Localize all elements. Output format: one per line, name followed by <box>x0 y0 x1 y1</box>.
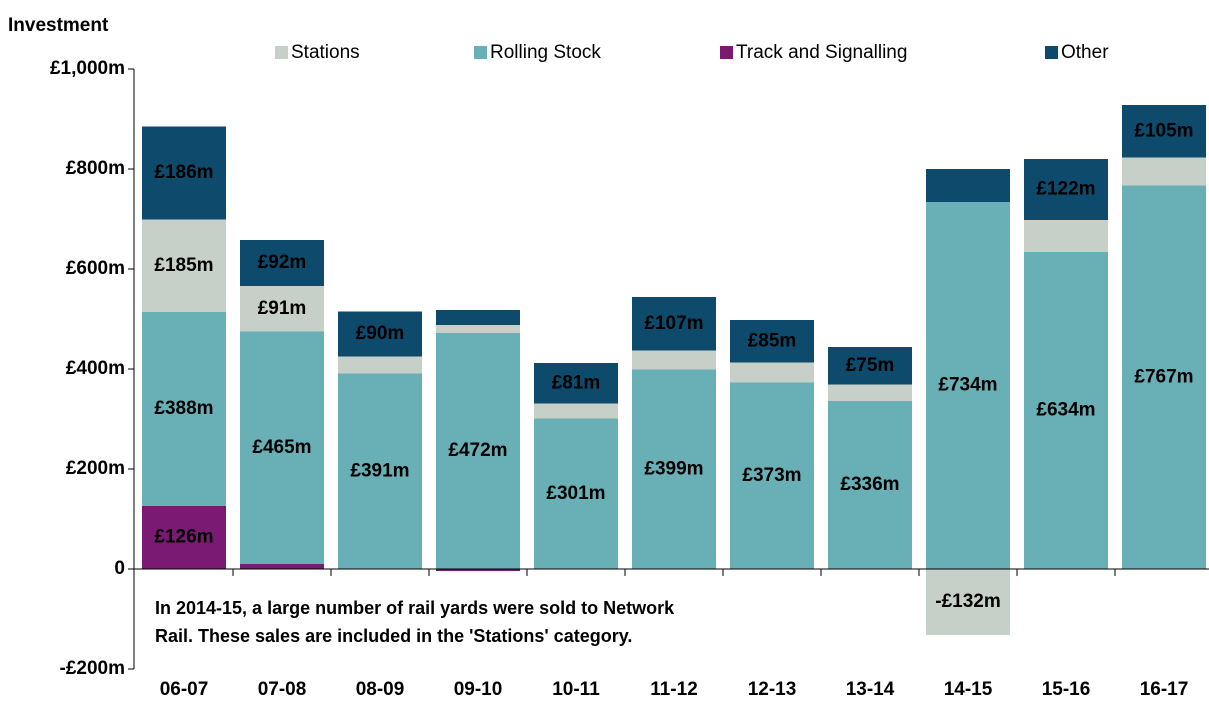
data-label: £399m <box>644 458 703 479</box>
x-tick-label: 08-09 <box>356 679 405 700</box>
x-tick-label: 15-16 <box>1042 679 1091 700</box>
data-label: £634m <box>1036 400 1095 421</box>
bar-segment <box>240 331 324 564</box>
bar-segment <box>1122 157 1206 186</box>
bar-segment <box>828 347 912 385</box>
bar-segment <box>828 401 912 569</box>
data-label: £122m <box>1036 179 1095 200</box>
y-tick-label: -£200m <box>60 658 126 679</box>
legend-swatch <box>275 46 288 59</box>
bar-segment <box>142 312 226 506</box>
bar-segment <box>338 356 422 374</box>
x-tick-label: 06-07 <box>160 679 209 700</box>
legend-swatch <box>1045 46 1058 59</box>
x-tick-label: 09-10 <box>454 679 503 700</box>
bar-segment <box>338 311 422 357</box>
y-tick-label: £400m <box>66 358 125 379</box>
bar-segment <box>534 363 618 404</box>
bar-segment <box>730 320 814 363</box>
bar-segment <box>632 369 716 569</box>
bar-segment <box>142 506 226 569</box>
data-label: £391m <box>350 460 409 481</box>
x-tick-label: 12-13 <box>748 679 797 700</box>
bar-segment <box>1024 252 1108 569</box>
annotation: Rail. These sales are included in the 'S… <box>155 626 632 646</box>
data-label: £90m <box>356 323 405 344</box>
data-label: £91m <box>258 298 307 319</box>
bar-segment <box>534 418 618 569</box>
bar-segment <box>338 373 422 569</box>
bar-segment <box>828 384 912 401</box>
annotation: In 2014-15, a large number of rail yards… <box>155 598 675 618</box>
bar-segment <box>632 350 716 370</box>
bar-segment <box>926 202 1010 569</box>
bar-segment <box>730 362 814 383</box>
data-label: £388m <box>154 398 213 419</box>
y-axis-title: Investment <box>8 15 109 36</box>
x-tick-label: 13-14 <box>846 679 895 700</box>
legend-label: Other <box>1061 42 1109 63</box>
data-label: £105m <box>1134 120 1193 141</box>
bar-segment <box>240 564 324 569</box>
bar-segment <box>1024 220 1108 252</box>
data-label: £301m <box>546 483 605 504</box>
data-label: £186m <box>154 162 213 183</box>
legend-label: Stations <box>291 42 360 63</box>
y-tick-label: £1,000m <box>50 58 125 79</box>
legend-label: Rolling Stock <box>490 42 601 63</box>
x-tick-label: 10-11 <box>552 679 600 700</box>
y-tick-label: £600m <box>66 258 125 279</box>
bar-segment <box>1122 185 1206 569</box>
bar-segment <box>730 382 814 569</box>
x-tick-label: 11-12 <box>650 679 698 700</box>
bar-segment <box>926 569 1010 635</box>
data-label: £85m <box>748 330 797 351</box>
legend-swatch <box>720 46 733 59</box>
data-label: £734m <box>938 375 997 396</box>
legend-swatch <box>474 46 487 59</box>
x-tick-label: 07-08 <box>258 679 307 700</box>
bar-segment <box>240 286 324 332</box>
data-label: £92m <box>258 252 307 273</box>
bar-segment <box>436 310 520 325</box>
data-label: £126m <box>154 527 213 548</box>
data-label: £75m <box>846 355 895 376</box>
data-label: £472m <box>448 440 507 461</box>
data-label: £336m <box>840 474 899 495</box>
bar-segment <box>926 169 1010 202</box>
x-tick-label: 14-15 <box>944 679 993 700</box>
data-label: £465m <box>252 437 311 458</box>
bar-segment <box>534 403 618 419</box>
y-tick-label: £200m <box>66 458 125 479</box>
x-tick-label: 16-17 <box>1140 679 1189 700</box>
bar-segment <box>240 240 324 286</box>
y-tick-label: £800m <box>66 158 125 179</box>
bar-segment <box>632 297 716 351</box>
data-label: £767m <box>1134 366 1193 387</box>
bar-segment <box>436 333 520 569</box>
bar-segment <box>142 126 226 220</box>
data-label: £81m <box>552 372 601 393</box>
y-tick-label: 0 <box>114 558 125 579</box>
legend-label: Track and Signalling <box>736 42 907 63</box>
bar-segment <box>1122 105 1206 158</box>
bar-segment <box>142 219 226 312</box>
data-label: £373m <box>742 465 801 486</box>
data-label: -£132m <box>935 591 1001 612</box>
bar-segment <box>1024 159 1108 220</box>
data-label: £107m <box>644 313 703 334</box>
bar-segment <box>436 569 520 571</box>
bar-segment <box>436 325 520 333</box>
data-label: £185m <box>154 255 213 276</box>
